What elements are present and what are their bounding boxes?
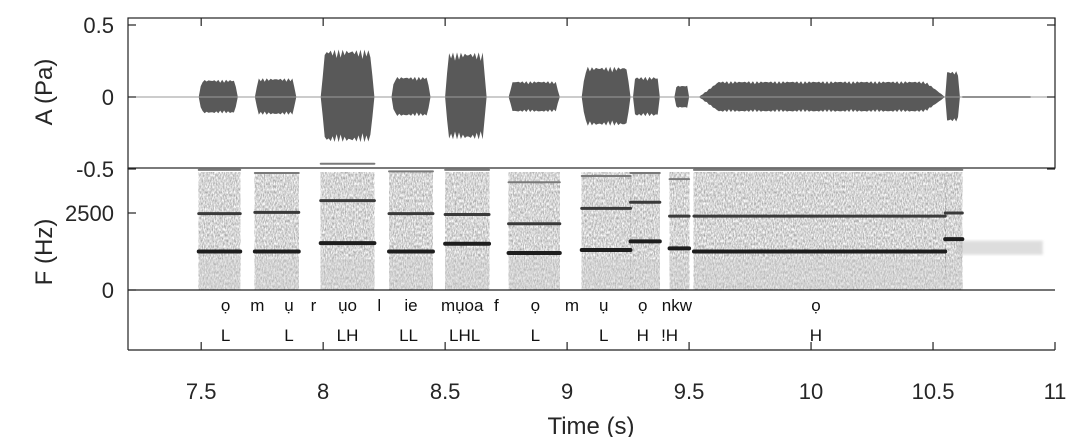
tone-label: LH [337, 326, 359, 345]
waveform-y-axis: -0.5 0 0.5 [76, 13, 1055, 182]
spectrogram-voicing-noise [254, 172, 299, 290]
spectrogram-formants [196, 162, 965, 256]
waveform-y-tick-label: -0.5 [76, 157, 114, 182]
segment-label: mụoa [441, 296, 484, 315]
waveform-x-ticks [200, 18, 1056, 26]
waveform-panel: -0.5 0 0.5 A (Pa) [31, 13, 1056, 182]
spectrogram-voicing-noise [630, 172, 660, 290]
segment-label: f [494, 296, 499, 315]
spectrogram-voicing-noise [508, 172, 560, 290]
segment-label: ụ [599, 296, 608, 315]
spectrogram-y-axis-label: F (Hz) [31, 219, 58, 286]
spectrogram-low-energy [581, 259, 631, 290]
segment-label: ọ [811, 296, 820, 315]
tone-label: L [221, 326, 230, 345]
x-axis: 7.5 8 8.5 9 9.5 10 10.5 11 [186, 342, 1067, 404]
tone-label: L [284, 326, 293, 345]
spectrogram-low-energy [669, 259, 690, 290]
x-axis-label: Time (s) [547, 413, 634, 437]
spectrogram-voicing-noise [693, 172, 946, 290]
segment-label: ụo [338, 296, 357, 315]
spectrogram-low-energy [693, 259, 946, 290]
x-tick-label: 9 [561, 379, 573, 404]
tone-label: !H [661, 326, 678, 345]
spectrogram-low-energy [198, 259, 241, 290]
spectrogram-voicing-noise [198, 172, 241, 290]
segment-label: ie [404, 296, 417, 315]
segment-label: nkw [662, 296, 693, 315]
tone-label: H [637, 326, 649, 345]
spectrogram-panel: 0 2500 F (Hz) [31, 162, 1055, 350]
tone-tier: L L LH LL LHL L L H !H H [221, 326, 822, 345]
spectrogram-voicing-noise [945, 172, 963, 290]
spectrogram-low-energy [389, 259, 433, 290]
waveform-segment [581, 66, 631, 126]
tone-label: LL [399, 326, 418, 345]
x-tick-label: 11 [1044, 379, 1067, 404]
tone-label: LHL [449, 326, 480, 345]
segment-label: ọ [221, 296, 230, 315]
x-tick-label: 8.5 [430, 379, 461, 404]
waveform-segment [320, 49, 375, 143]
x-tick-label: 10.5 [912, 379, 955, 404]
spectrogram-y-tick-label: 2500 [65, 201, 114, 226]
spectrogram-low-energy [320, 259, 375, 290]
spectrogram-voicing-noise [389, 172, 433, 290]
segment-label: m [250, 296, 264, 315]
spectrogram-voicing-noise [445, 172, 490, 290]
tone-label: H [810, 326, 822, 345]
spectrogram-y-axis: 0 2500 [65, 201, 136, 303]
spectrogram-low-energy [508, 259, 560, 290]
spectrogram-noise [198, 172, 1043, 290]
waveform-segment [945, 71, 960, 122]
spectrogram-low-energy [630, 259, 660, 290]
spectrogram-low-energy [945, 259, 963, 290]
segment-label: r [311, 296, 317, 315]
segment-label: ọ [531, 296, 540, 315]
tone-label: L [531, 326, 540, 345]
waveform-axes-box [127, 17, 1056, 169]
spectrogram-low-energy [254, 259, 299, 290]
spectrogram-y-tick-label: 0 [102, 278, 114, 303]
x-tick-label: 7.5 [186, 379, 217, 404]
spectrogram-voicing-noise [581, 172, 631, 290]
waveform-y-tick-label: 0.5 [83, 13, 114, 38]
x-tick-label: 8 [317, 379, 329, 404]
waveform-y-tick-label: 0 [102, 85, 114, 110]
spectrogram-tail [957, 240, 1043, 255]
spectrogram-voicing-noise [669, 172, 690, 290]
segment-tier: ọ m ụ r ụo l ie mụoa f ọ m ụ ọ nkw ọ [221, 296, 821, 315]
segment-label: l [377, 296, 381, 315]
x-tick-label: 9.5 [674, 379, 705, 404]
segment-label: m [565, 296, 579, 315]
waveform-envelopes [198, 49, 1031, 143]
segment-label: ọ [638, 296, 647, 315]
x-tick-label: 10 [799, 379, 823, 404]
segment-label: ụ [284, 296, 293, 315]
spectrogram-low-energy [445, 259, 490, 290]
spectrogram-voicing-noise [320, 172, 375, 290]
waveform-y-axis-label: A (Pa) [31, 59, 58, 126]
waveform-segment [445, 52, 487, 140]
tone-label: L [599, 326, 608, 345]
